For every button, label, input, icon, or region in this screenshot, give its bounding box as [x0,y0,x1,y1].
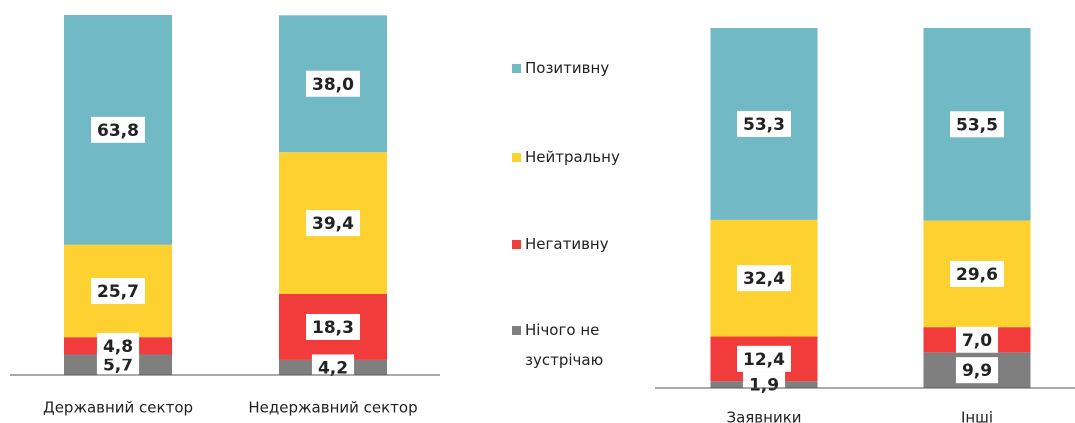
legend-item: Позитивну [512,53,642,83]
legend-swatch [512,326,521,335]
legend-label: Позитивну [525,59,610,77]
value-label-box [950,111,1004,138]
value-label: 12,4 [743,350,785,370]
legend-label: Нейтральну [525,148,620,166]
value-label: 18,3 [312,318,354,338]
legend-item: Нічого не зустрічаю [512,315,642,375]
value-label: 29,6 [956,265,998,285]
x-tick-label: Заявники [726,409,801,423]
value-label-box [306,70,360,97]
value-label-box [737,345,791,372]
legend-label: Негативну [525,235,609,253]
value-label: 53,3 [743,115,785,135]
value-label-box [737,265,791,292]
value-label-box [91,277,145,304]
value-label: 7,0 [962,331,992,351]
value-label: 32,4 [743,269,785,289]
value-label: 39,4 [312,214,354,234]
legend-swatch [512,153,521,162]
value-label: 63,8 [97,121,139,141]
legend-label: Нічого не зустрічаю [525,321,604,369]
value-label-box [737,110,791,137]
value-label: 25,7 [97,282,139,302]
value-label-box [950,260,1004,287]
value-label-box [955,326,999,353]
value-label: 1,9 [749,376,779,396]
value-label: 5,7 [103,356,133,376]
value-label: 4,8 [103,337,133,357]
x-tick-label: Недержавний сектор [248,399,417,417]
value-label-box [742,371,786,398]
value-label-box [306,313,360,340]
legend-item: Негативну [512,229,642,259]
value-label-box [311,354,355,381]
x-tick-label: Державний сектор [43,399,193,417]
value-label: 53,5 [956,115,998,135]
value-label-box [955,357,999,384]
value-label-box [91,116,145,143]
value-label: 38,0 [312,75,354,95]
value-label: 9,9 [962,361,992,381]
value-label: 4,2 [318,358,348,378]
legend-swatch [512,240,521,249]
legend-item: Нейтральну [512,142,642,172]
x-tick-label: Інші [961,409,993,423]
value-label-box [306,210,360,237]
legend-swatch [512,64,521,73]
value-label-box [96,332,140,359]
